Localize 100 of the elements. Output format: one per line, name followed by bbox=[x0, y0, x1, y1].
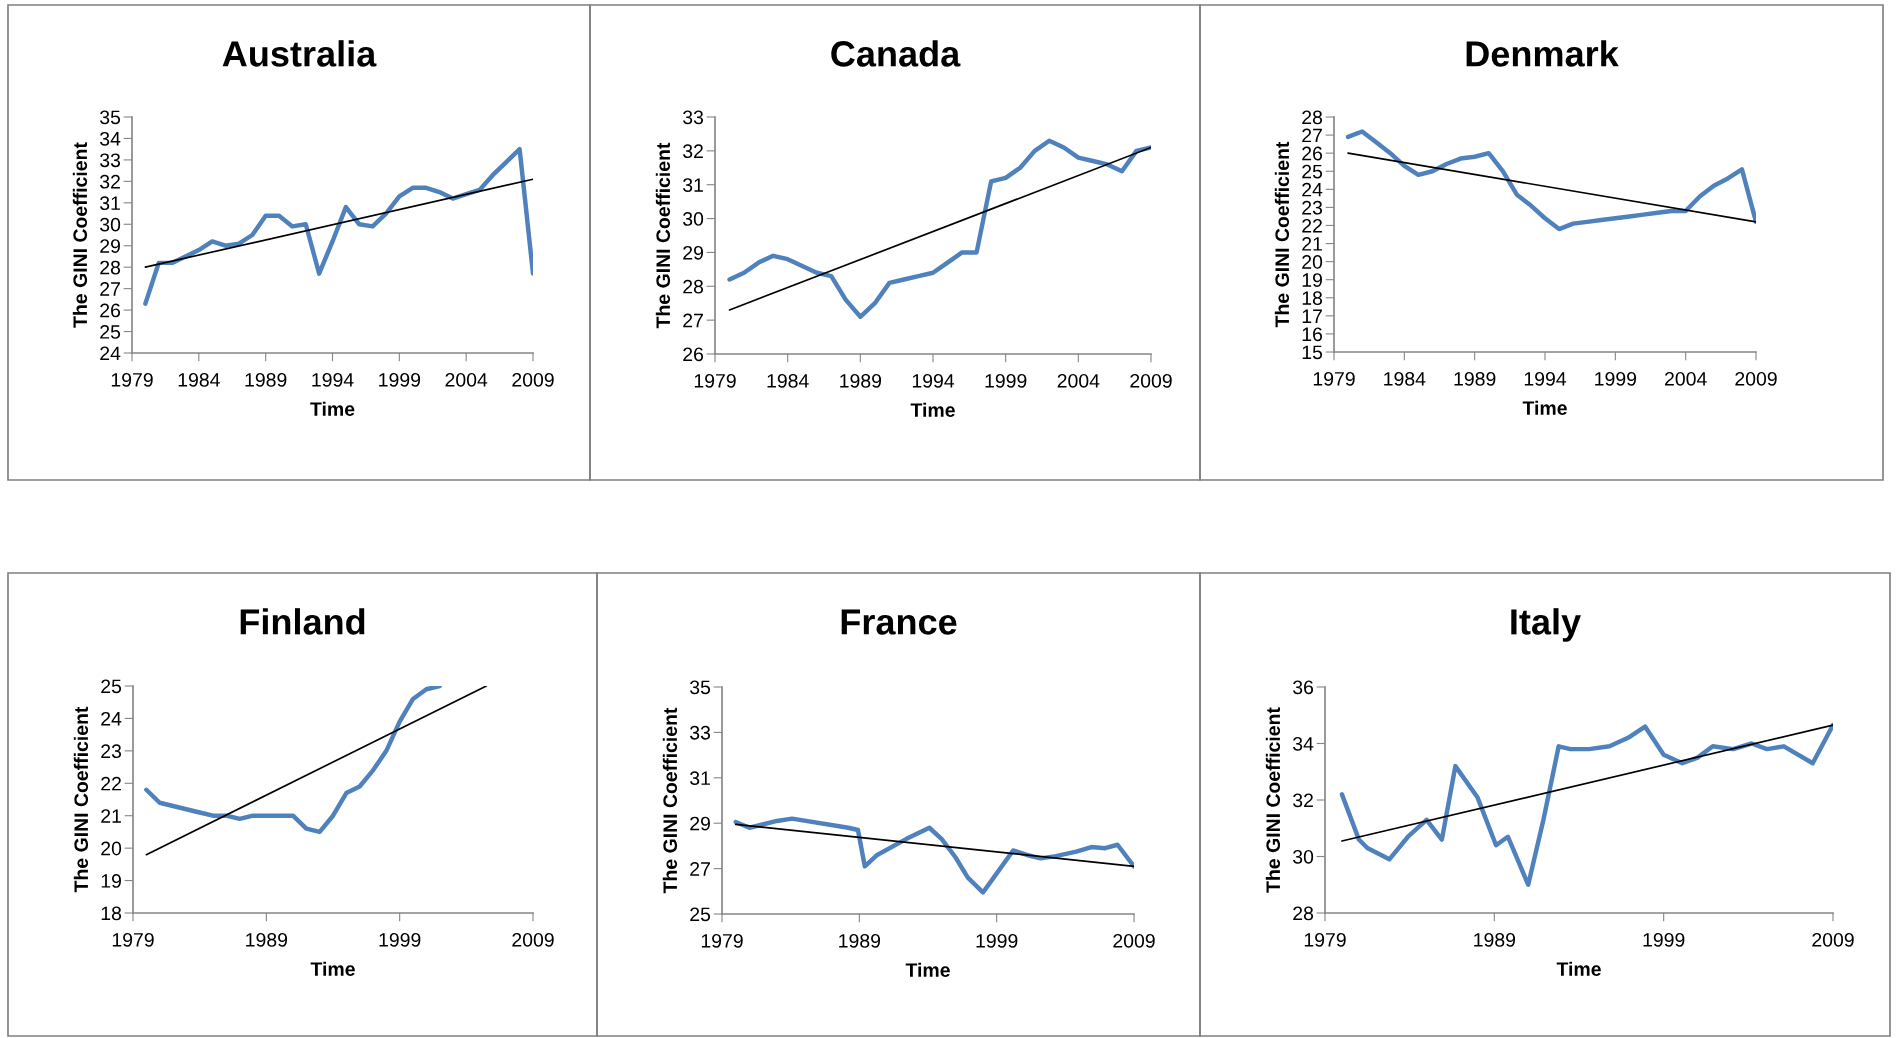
y-tick-label: 26 bbox=[683, 347, 704, 362]
y-tick-label: 26 bbox=[100, 303, 121, 318]
y-tick-label: 31 bbox=[690, 771, 710, 786]
y-tick-label: 24 bbox=[101, 711, 122, 726]
y-tick-label: 20 bbox=[1302, 255, 1323, 269]
y-tick-label: 27 bbox=[1302, 128, 1322, 143]
y-tick-label: 31 bbox=[100, 196, 120, 211]
x-tick-label: 1979 bbox=[1304, 932, 1346, 947]
chart-title: France bbox=[841, 609, 957, 635]
x-axis-title: Time bbox=[1522, 400, 1567, 415]
y-tick-label: 29 bbox=[100, 239, 120, 253]
x-tick-label: 2004 bbox=[1057, 373, 1100, 388]
y-tick-label: 32 bbox=[683, 144, 703, 159]
x-tick-label: 1999 bbox=[985, 373, 1027, 388]
y-tick-label: 29 bbox=[683, 245, 703, 260]
x-tick-label: 2009 bbox=[512, 372, 554, 387]
x-tick-label: 1984 bbox=[178, 372, 220, 387]
y-tick-label: 32 bbox=[1293, 793, 1313, 808]
chart-title: Canada bbox=[831, 40, 961, 67]
x-tick-label: 1989 bbox=[246, 932, 288, 947]
chart-title: Denmark bbox=[1466, 40, 1619, 67]
chart-title: Australia bbox=[222, 40, 377, 67]
y-tick-label: 25 bbox=[100, 325, 121, 339]
y-tick-label: 25 bbox=[101, 679, 122, 694]
x-tick-label: 1994 bbox=[912, 373, 955, 388]
y-tick-label: 33 bbox=[100, 153, 121, 168]
y-tick-label: 19 bbox=[101, 874, 121, 888]
x-tick-label: 2004 bbox=[445, 372, 488, 387]
x-tick-label: 1979 bbox=[701, 933, 743, 948]
y-tick-label: 18 bbox=[101, 906, 122, 921]
x-tick-label: 1989 bbox=[245, 372, 287, 387]
x-tick-label: 2009 bbox=[1735, 371, 1777, 386]
x-tick-label: 1984 bbox=[767, 373, 809, 388]
y-tick-label: 28 bbox=[100, 260, 121, 275]
x-tick-label: 1989 bbox=[839, 933, 881, 948]
y-tick-label: 30 bbox=[100, 217, 121, 232]
y-axis-title: The GINI Coefficient bbox=[72, 142, 88, 328]
y-tick-label: 28 bbox=[683, 279, 704, 294]
x-tick-label: 2004 bbox=[1665, 371, 1707, 386]
x-tick-label: 2009 bbox=[512, 932, 554, 947]
x-tick-label: 2009 bbox=[1812, 932, 1854, 947]
x-tick-label: 2009 bbox=[1113, 933, 1155, 948]
x-tick-label: 1994 bbox=[1524, 371, 1567, 386]
y-tick-label: 33 bbox=[690, 725, 711, 740]
y-axis-title: The GINI Coefficient bbox=[73, 706, 89, 893]
x-tick-label: 1979 bbox=[694, 373, 736, 388]
y-tick-label: 25 bbox=[1302, 164, 1323, 179]
y-tick-label: 21 bbox=[1302, 237, 1322, 251]
y-tick-label: 24 bbox=[100, 346, 121, 361]
x-tick-label: 1999 bbox=[379, 372, 421, 387]
y-tick-label: 15 bbox=[1302, 345, 1323, 360]
chart-title: Italy bbox=[1511, 608, 1581, 642]
y-tick-label: 27 bbox=[690, 862, 710, 876]
y-tick-label: 19 bbox=[1302, 273, 1322, 287]
x-tick-label: 2009 bbox=[1130, 373, 1172, 388]
y-tick-label: 30 bbox=[1293, 849, 1314, 864]
y-tick-label: 27 bbox=[100, 282, 120, 296]
x-tick-label: 1979 bbox=[1313, 371, 1355, 386]
line-series bbox=[1339, 722, 1833, 887]
y-tick-label: 35 bbox=[690, 680, 711, 695]
x-tick-label: 1984 bbox=[1384, 371, 1426, 386]
chart-title: Finland bbox=[240, 608, 365, 635]
y-axis-title: The GINI Coefficient bbox=[655, 142, 671, 329]
y-tick-label: 22 bbox=[101, 776, 121, 791]
x-axis-title: Time bbox=[1556, 961, 1601, 976]
y-tick-label: 22 bbox=[1302, 218, 1322, 233]
x-axis-title: Time bbox=[310, 961, 355, 976]
y-tick-label: 34 bbox=[100, 131, 121, 146]
y-tick-label: 23 bbox=[1302, 200, 1323, 215]
x-tick-label: 1989 bbox=[1474, 932, 1516, 947]
y-tick-label: 21 bbox=[101, 809, 121, 823]
y-tick-label: 36 bbox=[1293, 680, 1314, 695]
line-series bbox=[144, 686, 442, 835]
y-tick-label: 28 bbox=[1293, 906, 1314, 921]
x-tick-label: 1989 bbox=[840, 373, 882, 388]
line-series bbox=[1345, 129, 1756, 232]
y-axis-title: The GINI Coefficient bbox=[1265, 707, 1281, 893]
x-tick-label: 1979 bbox=[112, 932, 154, 947]
x-axis-title: Time bbox=[910, 402, 955, 417]
x-tick-label: 1999 bbox=[976, 933, 1018, 948]
x-tick-label: 1989 bbox=[1454, 371, 1496, 386]
x-tick-label: 1994 bbox=[312, 372, 354, 387]
x-tick-label: 1999 bbox=[1643, 932, 1685, 947]
y-tick-label: 23 bbox=[101, 744, 122, 759]
y-tick-label: 30 bbox=[683, 212, 704, 226]
y-tick-label: 16 bbox=[1302, 327, 1323, 342]
y-tick-label: 28 bbox=[1302, 110, 1323, 125]
y-tick-label: 25 bbox=[690, 907, 711, 922]
y-tick-label: 35 bbox=[100, 110, 121, 125]
y-tick-label: 17 bbox=[1302, 309, 1322, 323]
y-tick-label: 24 bbox=[1302, 182, 1323, 197]
y-tick-label: 27 bbox=[683, 313, 703, 328]
x-tick-label: 1999 bbox=[1595, 371, 1637, 386]
y-tick-label: 26 bbox=[1302, 146, 1323, 161]
line-series bbox=[143, 146, 533, 306]
y-axis-title: The GINI Coefficient bbox=[1274, 141, 1290, 328]
x-tick-label: 1979 bbox=[111, 372, 153, 387]
y-tick-label: 20 bbox=[101, 841, 122, 856]
y-axis-title: The GINI Coefficient bbox=[662, 707, 678, 894]
line-series bbox=[733, 816, 1134, 895]
